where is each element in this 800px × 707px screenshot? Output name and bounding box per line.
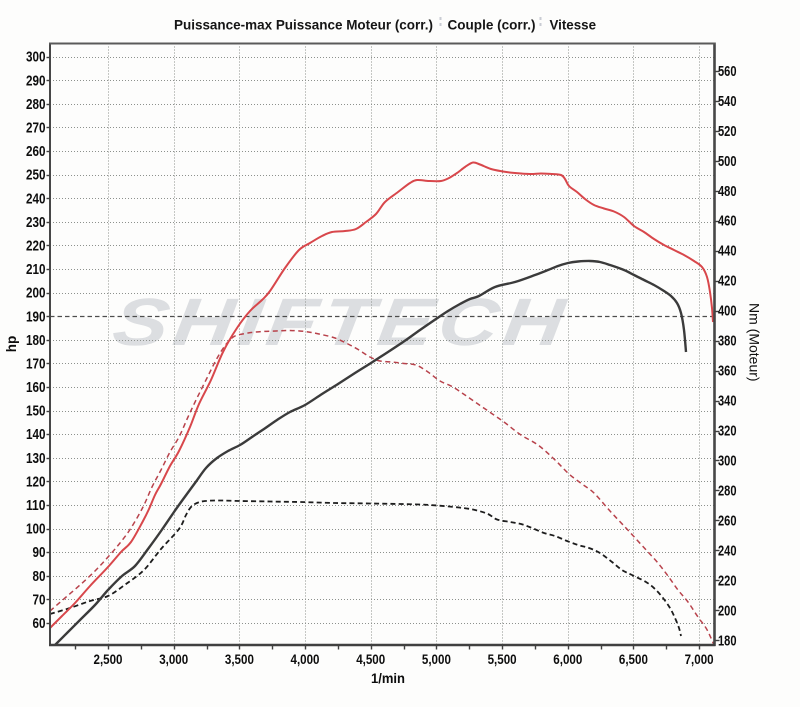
svg-text:7,000: 7,000 <box>685 651 714 667</box>
svg-text:5,500: 5,500 <box>488 651 517 667</box>
svg-text:140: 140 <box>26 427 46 443</box>
svg-text:280: 280 <box>26 97 46 113</box>
svg-text:260: 260 <box>26 144 46 160</box>
svg-text:560: 560 <box>718 64 737 80</box>
svg-text:380: 380 <box>718 334 737 350</box>
svg-text:70: 70 <box>33 592 46 608</box>
svg-text:90: 90 <box>33 545 46 561</box>
svg-text:170: 170 <box>26 356 46 372</box>
svg-text:110: 110 <box>26 498 46 514</box>
svg-text:220: 220 <box>718 573 737 589</box>
svg-text:4,000: 4,000 <box>291 651 320 667</box>
svg-text:210: 210 <box>26 262 46 278</box>
svg-text:300: 300 <box>718 454 737 470</box>
svg-text:400: 400 <box>718 304 737 320</box>
svg-text:440: 440 <box>718 244 737 260</box>
svg-text:Nm (Moteur): Nm (Moteur) <box>747 303 763 382</box>
svg-text:480: 480 <box>718 184 737 200</box>
svg-text:180: 180 <box>718 633 737 649</box>
svg-text:280: 280 <box>718 484 737 500</box>
svg-text:160: 160 <box>26 380 46 396</box>
svg-text:500: 500 <box>718 154 737 170</box>
svg-text:100: 100 <box>26 522 46 538</box>
svg-text:360: 360 <box>718 364 737 380</box>
svg-text:240: 240 <box>26 191 46 207</box>
svg-text:2,500: 2,500 <box>94 651 123 667</box>
svg-text:270: 270 <box>26 121 46 137</box>
svg-text:hp: hp <box>4 336 19 353</box>
svg-text:220: 220 <box>26 239 46 255</box>
svg-text:180: 180 <box>26 333 46 349</box>
svg-text:130: 130 <box>26 451 46 467</box>
svg-text:Puissance-max Puissance Moteur: Puissance-max Puissance Moteur (corr.) <box>174 17 433 33</box>
svg-text:230: 230 <box>26 215 46 231</box>
svg-text:190: 190 <box>26 309 46 325</box>
svg-text:SHIFTECH: SHIFTECH <box>108 285 573 360</box>
svg-text:5,000: 5,000 <box>422 651 451 667</box>
svg-text:Vitesse: Vitesse <box>550 17 597 33</box>
svg-text:60: 60 <box>33 616 46 632</box>
svg-text:250: 250 <box>26 168 46 184</box>
svg-text:340: 340 <box>718 394 737 410</box>
svg-text:300: 300 <box>26 50 46 66</box>
svg-text:520: 520 <box>718 124 737 140</box>
svg-text:3,500: 3,500 <box>225 651 254 667</box>
svg-text:290: 290 <box>26 73 46 89</box>
svg-text:420: 420 <box>718 274 737 290</box>
svg-text:4,500: 4,500 <box>356 651 385 667</box>
svg-text:120: 120 <box>26 474 46 490</box>
svg-text:460: 460 <box>718 214 737 230</box>
svg-text:150: 150 <box>26 404 46 420</box>
svg-text:200: 200 <box>26 286 46 302</box>
svg-text:320: 320 <box>718 424 737 440</box>
svg-text:540: 540 <box>718 94 737 110</box>
svg-text:6,500: 6,500 <box>619 651 648 667</box>
svg-text:3,000: 3,000 <box>159 651 188 667</box>
svg-text:1/min: 1/min <box>371 671 405 686</box>
svg-text:80: 80 <box>33 569 46 585</box>
svg-text:Couple (corr.): Couple (corr.) <box>448 17 536 33</box>
svg-text:6,000: 6,000 <box>553 651 582 667</box>
svg-text:200: 200 <box>718 603 737 619</box>
svg-text:260: 260 <box>718 513 737 529</box>
svg-text:240: 240 <box>718 543 737 559</box>
